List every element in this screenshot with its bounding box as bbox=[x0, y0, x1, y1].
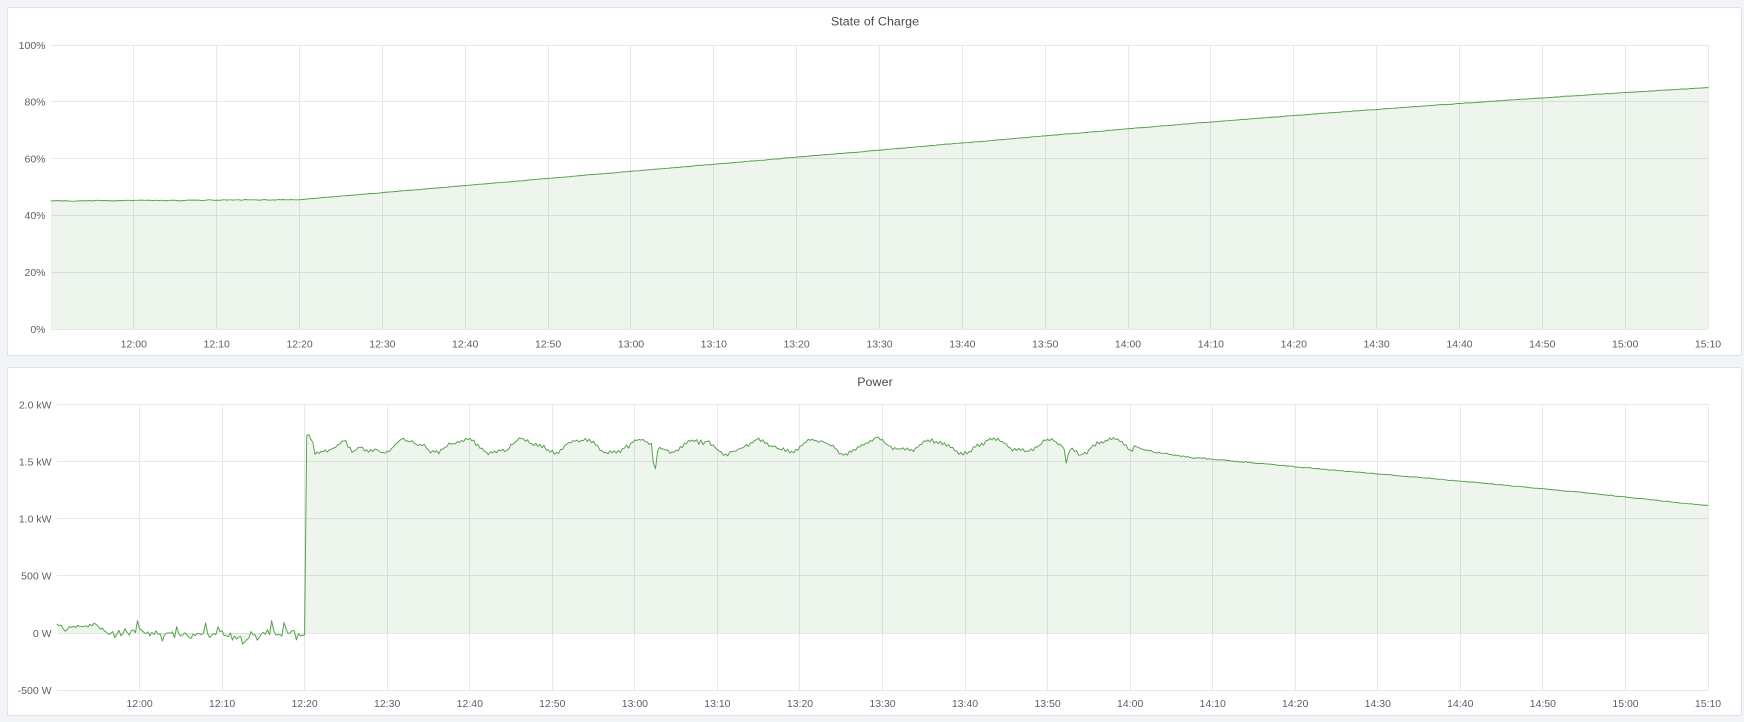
svg-text:14:30: 14:30 bbox=[1365, 698, 1391, 710]
svg-text:13:20: 13:20 bbox=[787, 698, 813, 710]
svg-text:13:00: 13:00 bbox=[622, 698, 648, 710]
svg-text:60%: 60% bbox=[24, 153, 45, 165]
svg-text:14:20: 14:20 bbox=[1281, 339, 1307, 351]
svg-text:15:00: 15:00 bbox=[1612, 339, 1638, 351]
svg-text:12:20: 12:20 bbox=[291, 698, 317, 710]
svg-text:100%: 100% bbox=[19, 40, 46, 52]
svg-text:15:10: 15:10 bbox=[1695, 339, 1721, 351]
svg-text:13:30: 13:30 bbox=[866, 339, 892, 351]
svg-text:500 W: 500 W bbox=[21, 571, 51, 583]
svg-text:20%: 20% bbox=[24, 267, 45, 279]
svg-text:15:10: 15:10 bbox=[1695, 698, 1721, 710]
svg-text:1.5 kW: 1.5 kW bbox=[19, 456, 52, 468]
svg-text:13:00: 13:00 bbox=[618, 339, 644, 351]
svg-text:12:00: 12:00 bbox=[121, 339, 147, 351]
svg-text:12:30: 12:30 bbox=[369, 339, 395, 351]
svg-text:State of Charge: State of Charge bbox=[831, 14, 919, 28]
svg-text:13:40: 13:40 bbox=[952, 698, 978, 710]
svg-text:12:50: 12:50 bbox=[539, 698, 565, 710]
svg-text:12:00: 12:00 bbox=[126, 698, 152, 710]
svg-text:14:40: 14:40 bbox=[1447, 698, 1473, 710]
svg-text:0 W: 0 W bbox=[33, 628, 52, 640]
svg-text:13:50: 13:50 bbox=[1034, 698, 1060, 710]
svg-text:13:10: 13:10 bbox=[701, 339, 727, 351]
svg-text:14:10: 14:10 bbox=[1198, 339, 1224, 351]
svg-text:80%: 80% bbox=[24, 97, 45, 109]
svg-text:12:10: 12:10 bbox=[209, 698, 235, 710]
svg-text:14:20: 14:20 bbox=[1282, 698, 1308, 710]
svg-text:12:50: 12:50 bbox=[535, 339, 561, 351]
svg-text:Power: Power bbox=[857, 375, 893, 389]
svg-text:13:10: 13:10 bbox=[704, 698, 730, 710]
svg-text:12:40: 12:40 bbox=[452, 339, 478, 351]
svg-text:2.0 kW: 2.0 kW bbox=[19, 399, 52, 411]
svg-text:13:50: 13:50 bbox=[1032, 339, 1058, 351]
svg-text:14:50: 14:50 bbox=[1529, 339, 1555, 351]
svg-text:14:10: 14:10 bbox=[1200, 698, 1226, 710]
svg-text:14:00: 14:00 bbox=[1117, 698, 1143, 710]
svg-text:0%: 0% bbox=[30, 324, 45, 336]
svg-text:40%: 40% bbox=[24, 210, 45, 222]
svg-text:13:20: 13:20 bbox=[783, 339, 809, 351]
svg-text:14:00: 14:00 bbox=[1115, 339, 1141, 351]
svg-text:-500 W: -500 W bbox=[18, 685, 52, 697]
svg-text:14:50: 14:50 bbox=[1530, 698, 1556, 710]
svg-text:1.0 kW: 1.0 kW bbox=[19, 514, 52, 526]
svg-text:13:30: 13:30 bbox=[869, 698, 895, 710]
svg-text:12:30: 12:30 bbox=[374, 698, 400, 710]
svg-text:12:10: 12:10 bbox=[204, 339, 230, 351]
svg-text:14:30: 14:30 bbox=[1363, 339, 1389, 351]
svg-text:14:40: 14:40 bbox=[1446, 339, 1472, 351]
svg-text:13:40: 13:40 bbox=[949, 339, 975, 351]
svg-text:12:40: 12:40 bbox=[457, 698, 483, 710]
svg-text:12:20: 12:20 bbox=[286, 339, 312, 351]
svg-text:15:00: 15:00 bbox=[1612, 698, 1638, 710]
